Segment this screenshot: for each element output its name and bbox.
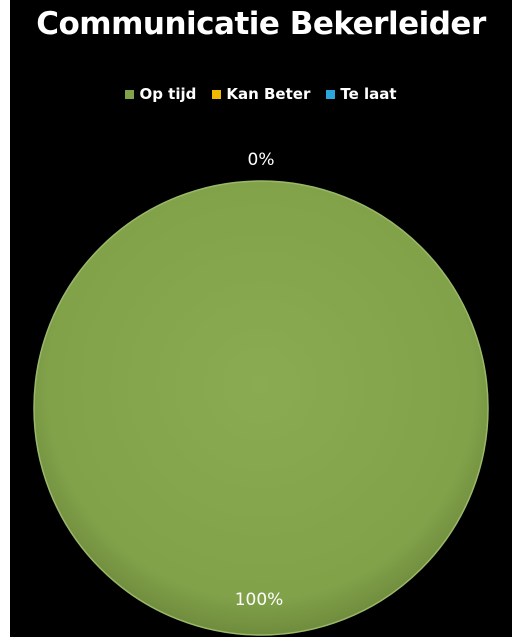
data-label-zero: 0% (247, 150, 275, 170)
legend-item-op-tijd: Op tijd (125, 85, 196, 103)
legend-swatch-te-laat (326, 89, 336, 99)
legend-label-kan-beter: Kan Beter (226, 85, 311, 103)
legend-item-kan-beter: Kan Beter (212, 85, 310, 103)
chart-area: Communicatie Bekerleider Op tijd Kan Bet… (10, 0, 512, 637)
legend-item-te-laat: Te laat (326, 85, 397, 103)
legend-label-te-laat: Te laat (340, 85, 397, 103)
pie-slice-op-tijd (33, 180, 489, 636)
data-label-hundred: 100% (234, 590, 284, 610)
chart-title: Communicatie Bekerleider (36, 6, 486, 42)
legend-swatch-kan-beter (212, 89, 222, 99)
legend-label-op-tijd: Op tijd (139, 85, 197, 103)
legend-swatch-op-tijd (125, 89, 135, 99)
legend: Op tijd Kan Beter Te laat (10, 85, 512, 103)
pie-chart (33, 180, 489, 636)
